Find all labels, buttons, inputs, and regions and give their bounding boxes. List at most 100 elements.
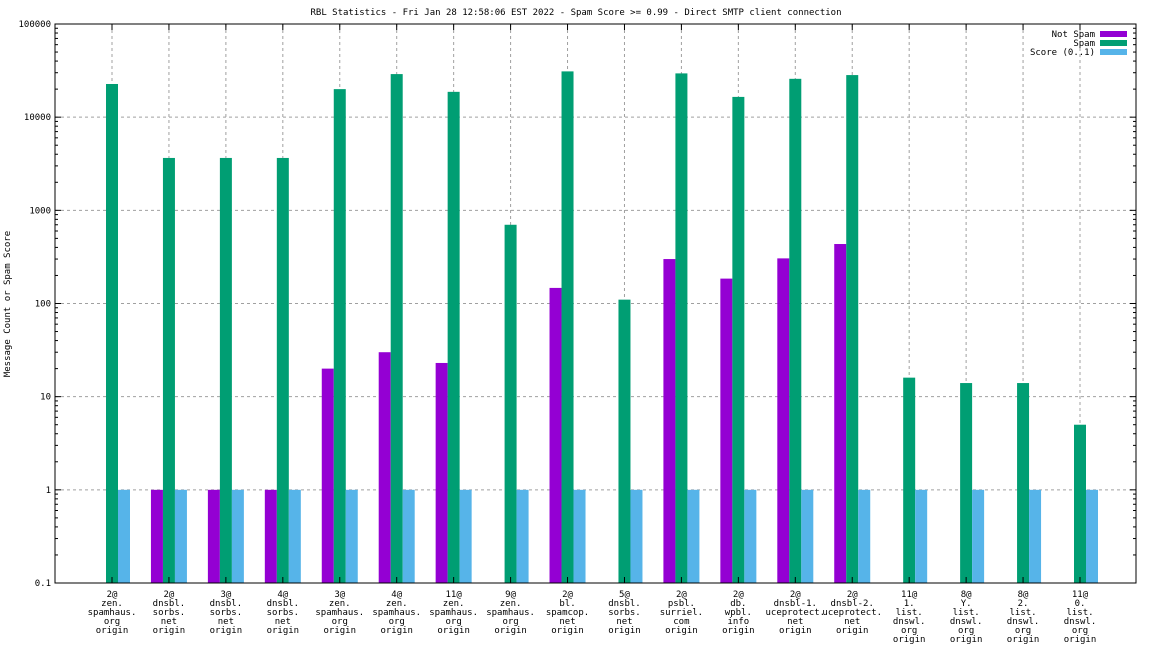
x-tick-label-line: list. [1066, 608, 1093, 618]
x-tick-label-line: origin [153, 626, 186, 636]
x-tick-label-line: origin [380, 626, 413, 636]
x-tick-label-line: 2@ [847, 590, 858, 600]
x-tick-label-line: sorbs. [153, 608, 186, 618]
bar-spam [447, 91, 460, 583]
x-tick-label-line: list. [896, 608, 923, 618]
x-tick-label-line: net [218, 617, 234, 627]
x-tick-label-line: dnsbl. [608, 599, 641, 609]
x-tick-label-line: org [104, 617, 120, 627]
x-tick-label-line: origin [96, 626, 129, 636]
bar-score-0-1 [1029, 489, 1042, 583]
bar-not-spam [549, 287, 562, 583]
y-axis-label: Message Count or Spam Score [3, 231, 13, 377]
x-tick-label-line: origin [267, 626, 300, 636]
bar-score-0-1 [972, 489, 985, 583]
bar-spam [390, 74, 403, 584]
bar-spam [162, 157, 175, 583]
y-tick-label: 10 [40, 393, 51, 403]
x-tick-label-line: 1. [904, 599, 915, 609]
x-tick-label-line: spamhaus. [88, 608, 137, 618]
x-tick-label-line: 2. [1018, 599, 1029, 609]
x-tick-label-line: org [1015, 626, 1031, 636]
x-tick-label-line: net [161, 617, 177, 627]
x-tick-label-line: surriel. [660, 608, 703, 618]
x-tick-label-line: spamhaus. [315, 608, 364, 618]
bar-not-spam [663, 259, 676, 583]
x-tick-label-line: 2@ [790, 590, 801, 600]
bar-not-spam [207, 489, 220, 583]
x-tick-label-line: Y. [961, 599, 972, 609]
bar-score-0-1 [402, 489, 415, 583]
x-tick-label-line: org [332, 617, 348, 627]
x-tick-label-line: zen. [101, 599, 123, 609]
bar-spam [789, 78, 802, 583]
x-tick-label-line: net [559, 617, 575, 627]
bar-not-spam [264, 489, 277, 583]
x-tick-label-line: 5@ [619, 590, 630, 600]
bar-spam [106, 83, 118, 584]
x-tick-label: 4@ zen. spamhaus. org origin [372, 590, 421, 636]
x-tick-label: 9@ zen. spamhaus. org origin [486, 590, 535, 636]
bar-score-0-1 [231, 489, 244, 583]
x-tick-label-line: zen. [443, 599, 465, 609]
x-tick-label-line: origin [210, 626, 243, 636]
x-tick-label-line: org [446, 617, 462, 627]
x-tick-label-line: dnswl. [1064, 617, 1097, 627]
x-tick-label-line: org [901, 626, 917, 636]
bar-not-spam [321, 368, 334, 583]
bar-score-0-1 [687, 489, 700, 583]
x-tick-label-line: 2@ [164, 590, 175, 600]
x-tick-label: 5@ dnsbl. sorbs. net origin [608, 590, 641, 636]
x-tick-label-line: uceprotect. [822, 608, 882, 618]
x-tick-label-line: origin [779, 626, 812, 636]
bar-spam [675, 73, 688, 584]
x-tick-label-line: list. [1010, 608, 1037, 618]
x-tick-label: 11@ 0. list. dnswl. org origin [1064, 590, 1097, 645]
x-tick-label-line: zen. [329, 599, 351, 609]
x-tick-label: 11@ zen. spamhaus. org origin [429, 590, 478, 636]
y-tick-label: 100 [35, 300, 51, 310]
bar-spam [561, 71, 574, 584]
x-tick-label: 2@ dnsbl-1. uceprotect. net origin [765, 590, 825, 636]
x-tick-label-line: wpbl. [725, 608, 752, 618]
x-tick-label-line: net [616, 617, 632, 627]
x-tick-label: 4@ dnsbl. sorbs. net origin [267, 590, 300, 636]
x-tick-label-line: dnsbl. [210, 599, 243, 609]
y-tick-label: 10000 [24, 113, 51, 123]
x-tick-label-line: origin [836, 626, 869, 636]
bar-score-0-1 [288, 489, 301, 583]
x-tick-label: 8@ Y. list. dnswl. org origin [950, 590, 983, 645]
x-tick-label-line: 2@ [733, 590, 744, 600]
x-tick-label-line: 9@ [505, 590, 516, 600]
axis-ticks: 0.1 1 10 100 1000 10000 100000 [18, 20, 1136, 589]
x-tick-label-line: 2@ [676, 590, 687, 600]
x-tick-label-line: 4@ [277, 590, 288, 600]
x-tick-label-line: origin [1007, 635, 1040, 645]
bar-not-spam [777, 258, 790, 583]
x-tick-label-line: 0. [1075, 599, 1086, 609]
x-tick-label-line: origin [665, 626, 698, 636]
bar-score-0-1 [573, 489, 586, 583]
bar-spam [276, 157, 289, 583]
bar-not-spam [720, 278, 733, 583]
x-tick-label: 2@ dnsbl. sorbs. net origin [153, 590, 186, 636]
x-tick-label-line: info [728, 617, 750, 627]
y-tick-label: 1000 [29, 206, 51, 216]
x-tick-label-line: 2@ [562, 590, 573, 600]
x-tick-label-line: origin [1064, 635, 1097, 645]
x-tick-label-line: 8@ [961, 590, 972, 600]
bars [106, 71, 1098, 584]
bar-score-0-1 [744, 489, 757, 583]
x-tick-label: 11@ 1. list. dnswl. org origin [893, 590, 926, 645]
bar-not-spam [378, 352, 391, 583]
x-tick-label-line: zen. [386, 599, 408, 609]
x-tick-label-line: bl. [559, 599, 575, 609]
y-tick-label: 1 [46, 486, 51, 496]
x-tick-label-line: spamhaus. [372, 608, 421, 618]
x-tick-label-line: dnsbl. [153, 599, 186, 609]
x-tick-label-line: 8@ [1018, 590, 1029, 600]
x-tick-label: 8@ 2. list. dnswl. org origin [1007, 590, 1040, 645]
